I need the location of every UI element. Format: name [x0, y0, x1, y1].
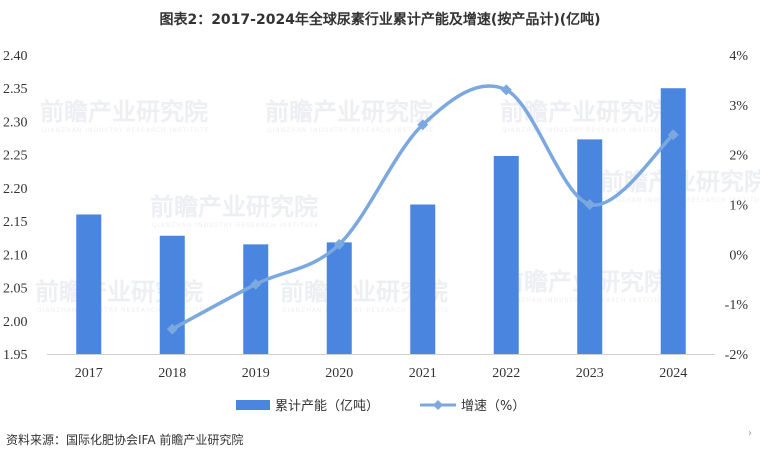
line-point-2022 — [500, 84, 512, 96]
source-note: 资料来源：国际化肥协会IFA 前瞻产业研究院 — [6, 433, 244, 447]
watermark-text: 前瞻产业研究院 — [265, 98, 433, 126]
bar-2019 — [243, 244, 269, 354]
left-tick-label: 2.00 — [3, 315, 28, 330]
left-tick-label: 2.25 — [3, 149, 28, 164]
x-axis: 2017 2018 2019 2020 2021 2022 2023 2024 — [47, 354, 715, 381]
watermark-subtext: QIANZHAN INDUSTRY RESEARCH INSTITUTE — [37, 307, 204, 314]
x-tick-label: 2022 — [492, 366, 520, 381]
line-point-2024 — [667, 129, 679, 141]
watermark-subtext: QIANZHAN INDUSTRY RESEARCH INSTITUTE — [152, 222, 319, 229]
legend-line-marker — [433, 400, 443, 410]
watermark-text: 前瞻产业研究院 — [150, 193, 318, 221]
x-tick-label: 2017 — [75, 366, 103, 381]
line-point-2020 — [333, 238, 345, 250]
left-tick-label: 2.30 — [3, 115, 28, 130]
watermark-subtext: QIANZHAN INDUSTRY RESEARCH INSTITUTE — [267, 127, 434, 134]
right-axis: -2% -1% 0% 1% 2% 3% 4% — [725, 49, 749, 363]
bar-2020 — [326, 242, 352, 354]
left-axis: 1.95 2.00 2.05 2.10 2.15 2.20 2.25 2.30 2.35 2.40 — [3, 49, 28, 363]
right-tick-label: 0% — [729, 248, 748, 263]
bar-2017 — [76, 214, 102, 354]
legend: 累计产能（亿吨） 增速（%） — [236, 399, 525, 414]
left-tick-label: 2.10 — [3, 248, 28, 263]
bar-2018 — [159, 235, 185, 354]
bar-2022 — [493, 155, 519, 354]
left-tick-label: 2.05 — [3, 282, 28, 297]
right-tick-label: -1% — [725, 298, 749, 313]
corner-mark: › — [748, 428, 752, 439]
left-tick-label: 2.15 — [3, 215, 28, 230]
watermark-subtext: QIANZHAN INDUSTRY RESEARCH INSTITUTE — [502, 127, 669, 134]
bar-2024 — [660, 88, 686, 354]
right-tick-label: 2% — [729, 149, 748, 164]
x-tick-label: 2018 — [158, 366, 186, 381]
bar-2023 — [577, 139, 603, 354]
x-tick-label: 2019 — [242, 366, 270, 381]
left-tick-label: 2.35 — [3, 82, 28, 97]
left-tick-label: 1.95 — [3, 348, 28, 363]
watermark-subtext: QIANZHAN INDUSTRY RESEARCH INSTITUTE — [42, 127, 209, 134]
legend-line-label: 增速（%） — [461, 399, 525, 414]
x-tick-label: 2020 — [325, 366, 353, 381]
line-point-2021 — [417, 119, 429, 131]
watermark-subtext: QIANZHAN INDUSTRY RESEARCH INSTITUTE — [282, 307, 449, 314]
bar-2021 — [410, 204, 436, 354]
x-tick-label: 2021 — [409, 366, 437, 381]
legend-bar-swatch — [236, 400, 270, 410]
line-point-2018 — [166, 323, 178, 335]
right-tick-label: -2% — [725, 348, 749, 363]
line-series — [166, 84, 679, 335]
right-tick-label: 4% — [729, 49, 748, 64]
line-point-2023 — [584, 199, 596, 210]
line-point-2019 — [250, 278, 262, 290]
right-tick-label: 3% — [729, 99, 748, 114]
x-tick-label: 2023 — [576, 366, 604, 381]
chart-title: 图表2：2017-2024年全球尿素行业累计产能及增速(按产品计)(亿吨) — [159, 12, 601, 28]
watermark-text: 前瞻产业研究院 — [40, 98, 208, 126]
left-tick-label: 2.40 — [3, 49, 28, 64]
x-tick-label: 2024 — [659, 366, 687, 381]
left-tick-label: 2.20 — [3, 182, 28, 197]
right-tick-label: 1% — [729, 199, 748, 214]
legend-bar-label: 累计产能（亿吨） — [275, 399, 379, 414]
